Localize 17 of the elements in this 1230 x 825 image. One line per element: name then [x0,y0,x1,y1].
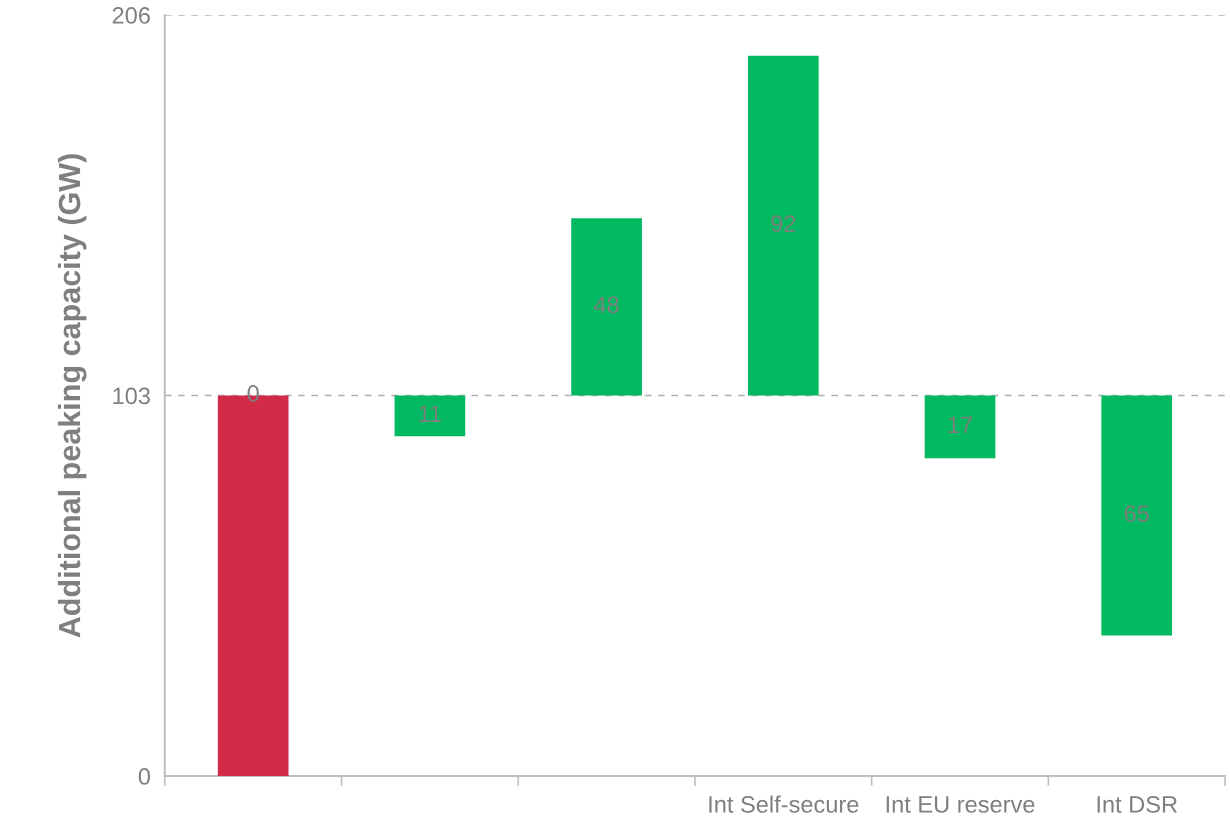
y-tick-label: 0 [138,768,151,785]
bar [571,218,642,396]
data-label: 65 [1124,505,1149,522]
bar [747,55,819,396]
bar [1101,395,1173,636]
y-tick-label: 103 [113,387,150,405]
bar [394,395,466,437]
data-label: 48 [594,296,619,314]
y-tick-label: 206 [112,7,150,24]
x-tick-label: Int DSR [1097,796,1177,813]
data-label: 11 [419,405,441,422]
x-tick-label: Int Self-secure [709,795,859,813]
bar [924,395,996,459]
data-label: 17 [948,416,972,434]
y-axis-title: Additional peaking capacity (GW) [57,154,87,638]
data-label: 92 [771,215,796,232]
x-tick-label: Int EU reserve [886,796,1035,813]
